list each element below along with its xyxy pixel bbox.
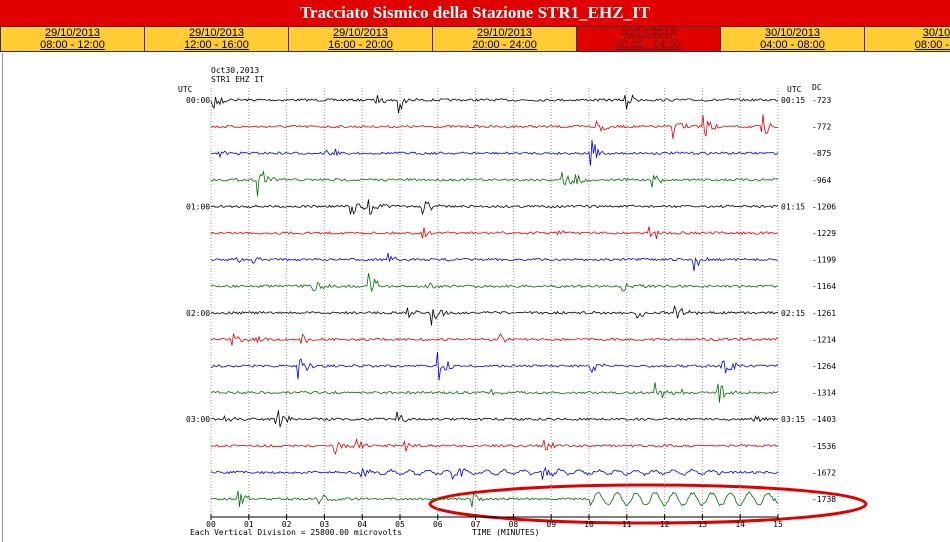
tab-time: 16:00 - 20:00 [328, 39, 393, 51]
x-tick-label: 02 [282, 520, 292, 529]
seismic-trace [210, 351, 779, 381]
content-frame [2, 53, 949, 542]
plot-station: STR1 EHZ IT [211, 75, 264, 84]
seismic-trace [210, 226, 779, 240]
tab-bar: 29/10/2013 08:00 - 12:00 29/10/2013 12:00 -… [0, 26, 950, 52]
scale-note: Each Vertical Division = 25800.00 microv… [190, 528, 402, 537]
dc-value: -875 [812, 149, 831, 158]
dc-value: -1314 [812, 389, 836, 398]
dc-value: -1199 [812, 256, 836, 265]
right-time: 00:15 [781, 96, 805, 105]
dc-value: -723 [812, 96, 831, 105]
dc-label: DC [812, 83, 822, 92]
tab-date: 29/10/2013 [332, 27, 389, 39]
seismic-trace [210, 273, 779, 293]
dc-value: -1164 [812, 282, 836, 291]
seismic-trace [210, 253, 779, 272]
x-tick-label: 13 [698, 520, 708, 529]
right-time: 02:15 [781, 309, 805, 318]
date-tab[interactable]: 30/10/2013 04:00 - 08:00 [720, 26, 865, 52]
right-time: 01:15 [781, 202, 805, 211]
x-tick-label: 00 [206, 520, 216, 529]
x-tick-label: 12 [660, 520, 670, 529]
tab-date: 30/10/2013 [764, 27, 821, 39]
seismic-trace [210, 466, 779, 481]
page-title: Tracciato Sismico della Stazione STR1_EH… [0, 0, 950, 26]
dc-value: -1403 [812, 415, 836, 424]
dc-value: -1264 [812, 362, 836, 371]
seismic-trace [210, 437, 779, 455]
x-tick-label: 10 [584, 520, 594, 529]
tab-date: 29/10/2013 [44, 27, 101, 39]
tab-time: 00:00 - 04:00 [616, 39, 681, 51]
tab-time: 20:00 - 24:00 [472, 39, 537, 51]
left-unit: UTC [178, 85, 193, 94]
seismic-trace [210, 114, 779, 140]
dc-value: -1536 [812, 442, 836, 451]
tab-date: 30/10 [922, 27, 950, 39]
x-tick-label: 14 [735, 520, 745, 529]
seismic-trace [210, 410, 779, 428]
date-tab[interactable]: 29/10/2013 16:00 - 20:00 [288, 26, 433, 52]
x-tick-label: 04 [357, 520, 367, 529]
date-tab[interactable]: 29/10/2013 08:00 - 12:00 [0, 26, 145, 52]
left-time: 02:00 [186, 309, 210, 318]
dc-value: -1672 [812, 468, 836, 477]
dc-value: -1229 [812, 229, 836, 238]
left-time: 00:00 [186, 96, 210, 105]
dc-value: -1206 [812, 202, 836, 211]
seismic-trace [210, 490, 779, 508]
date-tab[interactable]: 29/10/2013 12:00 - 16:00 [144, 26, 289, 52]
seismic-trace [210, 304, 779, 326]
seismic-trace [210, 170, 779, 197]
seismic-trace [210, 333, 778, 346]
x-tick-label: 03 [320, 520, 330, 529]
dc-value: -1214 [812, 335, 836, 344]
x-tick-label: 06 [433, 520, 443, 529]
left-time: 01:00 [186, 202, 210, 211]
tab-date: 30/10/2013 [620, 27, 677, 39]
date-tab[interactable]: 29/10/2013 20:00 - 24:00 [432, 26, 577, 52]
x-axis-label: TIME (MINUTES) [472, 528, 539, 537]
dc-value: -1738 [812, 495, 836, 504]
highlight-ellipse [428, 483, 868, 525]
x-tick-label: 08 [509, 520, 519, 529]
x-tick-label: 01 [244, 520, 254, 529]
dc-value: -1261 [812, 309, 836, 318]
dc-value: -964 [812, 176, 831, 185]
tab-time: 12:00 - 16:00 [184, 39, 249, 51]
x-tick-label: 07 [471, 520, 481, 529]
tab-date: 29/10/2013 [476, 27, 533, 39]
tab-time: 08:00 - 1 [914, 39, 950, 51]
x-tick-label: 09 [546, 520, 556, 529]
tab-time: 08:00 - 12:00 [40, 39, 105, 51]
seismic-trace [210, 94, 779, 114]
right-time: 03:15 [781, 415, 805, 424]
seismic-trace [210, 199, 779, 216]
left-time: 03:00 [186, 415, 210, 424]
x-tick-label: 15 [773, 520, 783, 529]
x-tick-label: 05 [395, 520, 405, 529]
x-tick-label: 11 [622, 520, 632, 529]
right-unit: UTC [787, 85, 802, 94]
tab-date: 29/10/2013 [188, 27, 245, 39]
dc-value: -772 [812, 123, 831, 132]
seismic-trace [210, 139, 779, 166]
seismic-trace [210, 382, 779, 403]
tab-time: 04:00 - 08:00 [760, 39, 825, 51]
plot-date: Oct30,2013 [211, 66, 259, 75]
